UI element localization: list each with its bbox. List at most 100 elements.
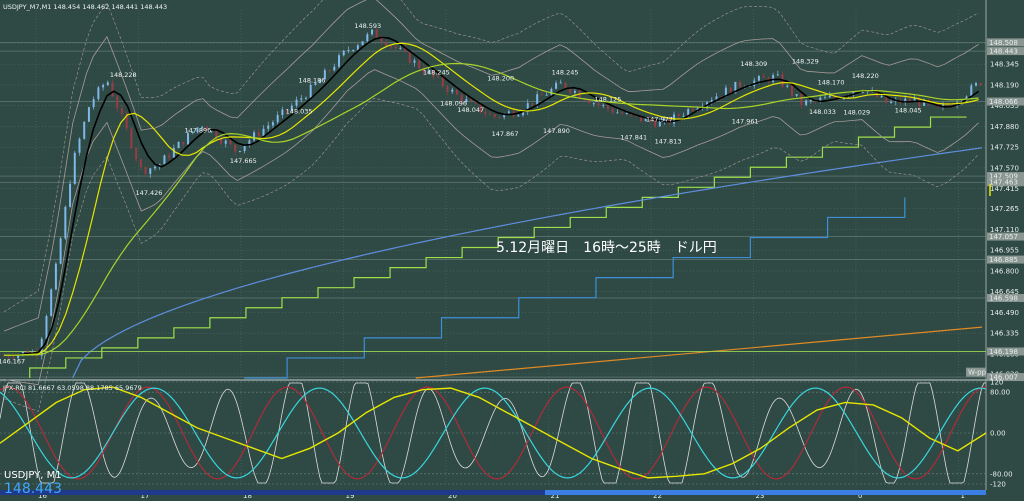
candle: [970, 85, 973, 97]
price-label: 148.245: [552, 69, 579, 77]
candle: [371, 29, 374, 35]
green-step-line: [29, 116, 967, 378]
candle: [639, 115, 642, 122]
candle: [295, 99, 298, 106]
candle: [224, 140, 227, 144]
candle: [819, 97, 822, 101]
candle: [356, 45, 359, 50]
candle: [385, 42, 388, 47]
osc-tick: 120: [990, 379, 1003, 387]
candle: [772, 75, 775, 82]
candle: [271, 122, 274, 126]
candle: [522, 111, 525, 116]
candle: [73, 152, 76, 184]
candle: [102, 85, 105, 88]
candle: [890, 101, 893, 104]
candle: [441, 76, 444, 87]
candle: [677, 114, 680, 117]
y-tick-label: 147.110: [990, 226, 1019, 234]
candle: [92, 99, 95, 108]
rci-long: [0, 386, 987, 480]
candle: [569, 88, 572, 93]
x-tick-label: 17: [141, 492, 150, 500]
osc-tick: -80.00: [990, 470, 1013, 478]
price-label: 148.035: [286, 108, 313, 116]
price-label: 146.167: [0, 358, 25, 366]
candle: [474, 100, 477, 104]
candle: [470, 99, 473, 101]
candle: [314, 83, 317, 85]
candle: [691, 109, 694, 112]
candle: [885, 96, 888, 104]
bollinger-band: [3, 69, 979, 386]
bollinger-band-outer: [3, 0, 979, 313]
candle: [404, 47, 407, 51]
price-tag: 147.509: [989, 173, 1018, 181]
candle: [7, 355, 10, 358]
candle: [380, 37, 383, 43]
y-tick-label: 148.345: [990, 61, 1019, 69]
candle: [389, 46, 392, 48]
price-label: 148.045: [895, 106, 922, 114]
candle: [592, 103, 595, 105]
candle: [828, 95, 831, 98]
candle: [493, 114, 496, 117]
price-label: 148.593: [354, 22, 381, 30]
x-tick-label: 23: [756, 492, 765, 500]
candle: [281, 109, 284, 116]
y-tick-label: 146.645: [990, 288, 1019, 296]
candle: [59, 238, 62, 264]
candle: [757, 76, 760, 81]
price-tag-box: [987, 97, 1024, 106]
price-label: 148.245: [423, 69, 450, 77]
price-tag: 148.066: [989, 98, 1018, 106]
price-label: 147.890: [543, 127, 570, 135]
price-tag: 148.443: [989, 48, 1018, 56]
candle: [304, 97, 307, 99]
candle: [352, 49, 355, 51]
price-label: 147.426: [136, 189, 163, 197]
price-label: 148.125: [595, 96, 622, 104]
candle: [366, 34, 369, 42]
candle: [979, 83, 982, 86]
x-tick-label: 20: [448, 492, 457, 500]
candle: [446, 86, 449, 92]
y-tick-label: 148.035: [990, 102, 1019, 110]
candle: [361, 41, 364, 46]
y-tick-label: 146.490: [990, 309, 1019, 317]
candle: [12, 357, 15, 359]
y-tick-label: 147.415: [990, 185, 1019, 193]
candle: [805, 100, 808, 105]
candle: [234, 144, 237, 152]
candle: [111, 82, 114, 97]
candle: [172, 148, 175, 158]
candle: [559, 82, 562, 84]
candle: [479, 103, 482, 113]
candle: [526, 103, 529, 112]
candle: [729, 87, 732, 94]
candle: [611, 108, 614, 113]
price-tag: 146.598: [989, 294, 1018, 302]
candle: [913, 98, 916, 102]
candle: [597, 103, 600, 106]
price-label: 148.220: [852, 72, 879, 80]
candle: [658, 120, 661, 127]
price-tag-box: [987, 293, 1024, 302]
candle: [253, 132, 256, 141]
bollinger-band-outer: [3, 97, 979, 412]
candle: [621, 112, 624, 114]
candle: [187, 133, 190, 145]
rci-slow: [0, 386, 987, 479]
candle: [135, 148, 138, 160]
y-tick-label: 146.955: [990, 247, 1019, 255]
candle: [734, 81, 737, 94]
candle: [328, 70, 331, 72]
candle: [904, 98, 907, 104]
candle: [795, 94, 798, 96]
candle: [654, 121, 657, 127]
candle: [790, 85, 793, 96]
price-label: 147.813: [655, 137, 682, 145]
candle: [229, 140, 232, 145]
candle: [196, 127, 199, 132]
